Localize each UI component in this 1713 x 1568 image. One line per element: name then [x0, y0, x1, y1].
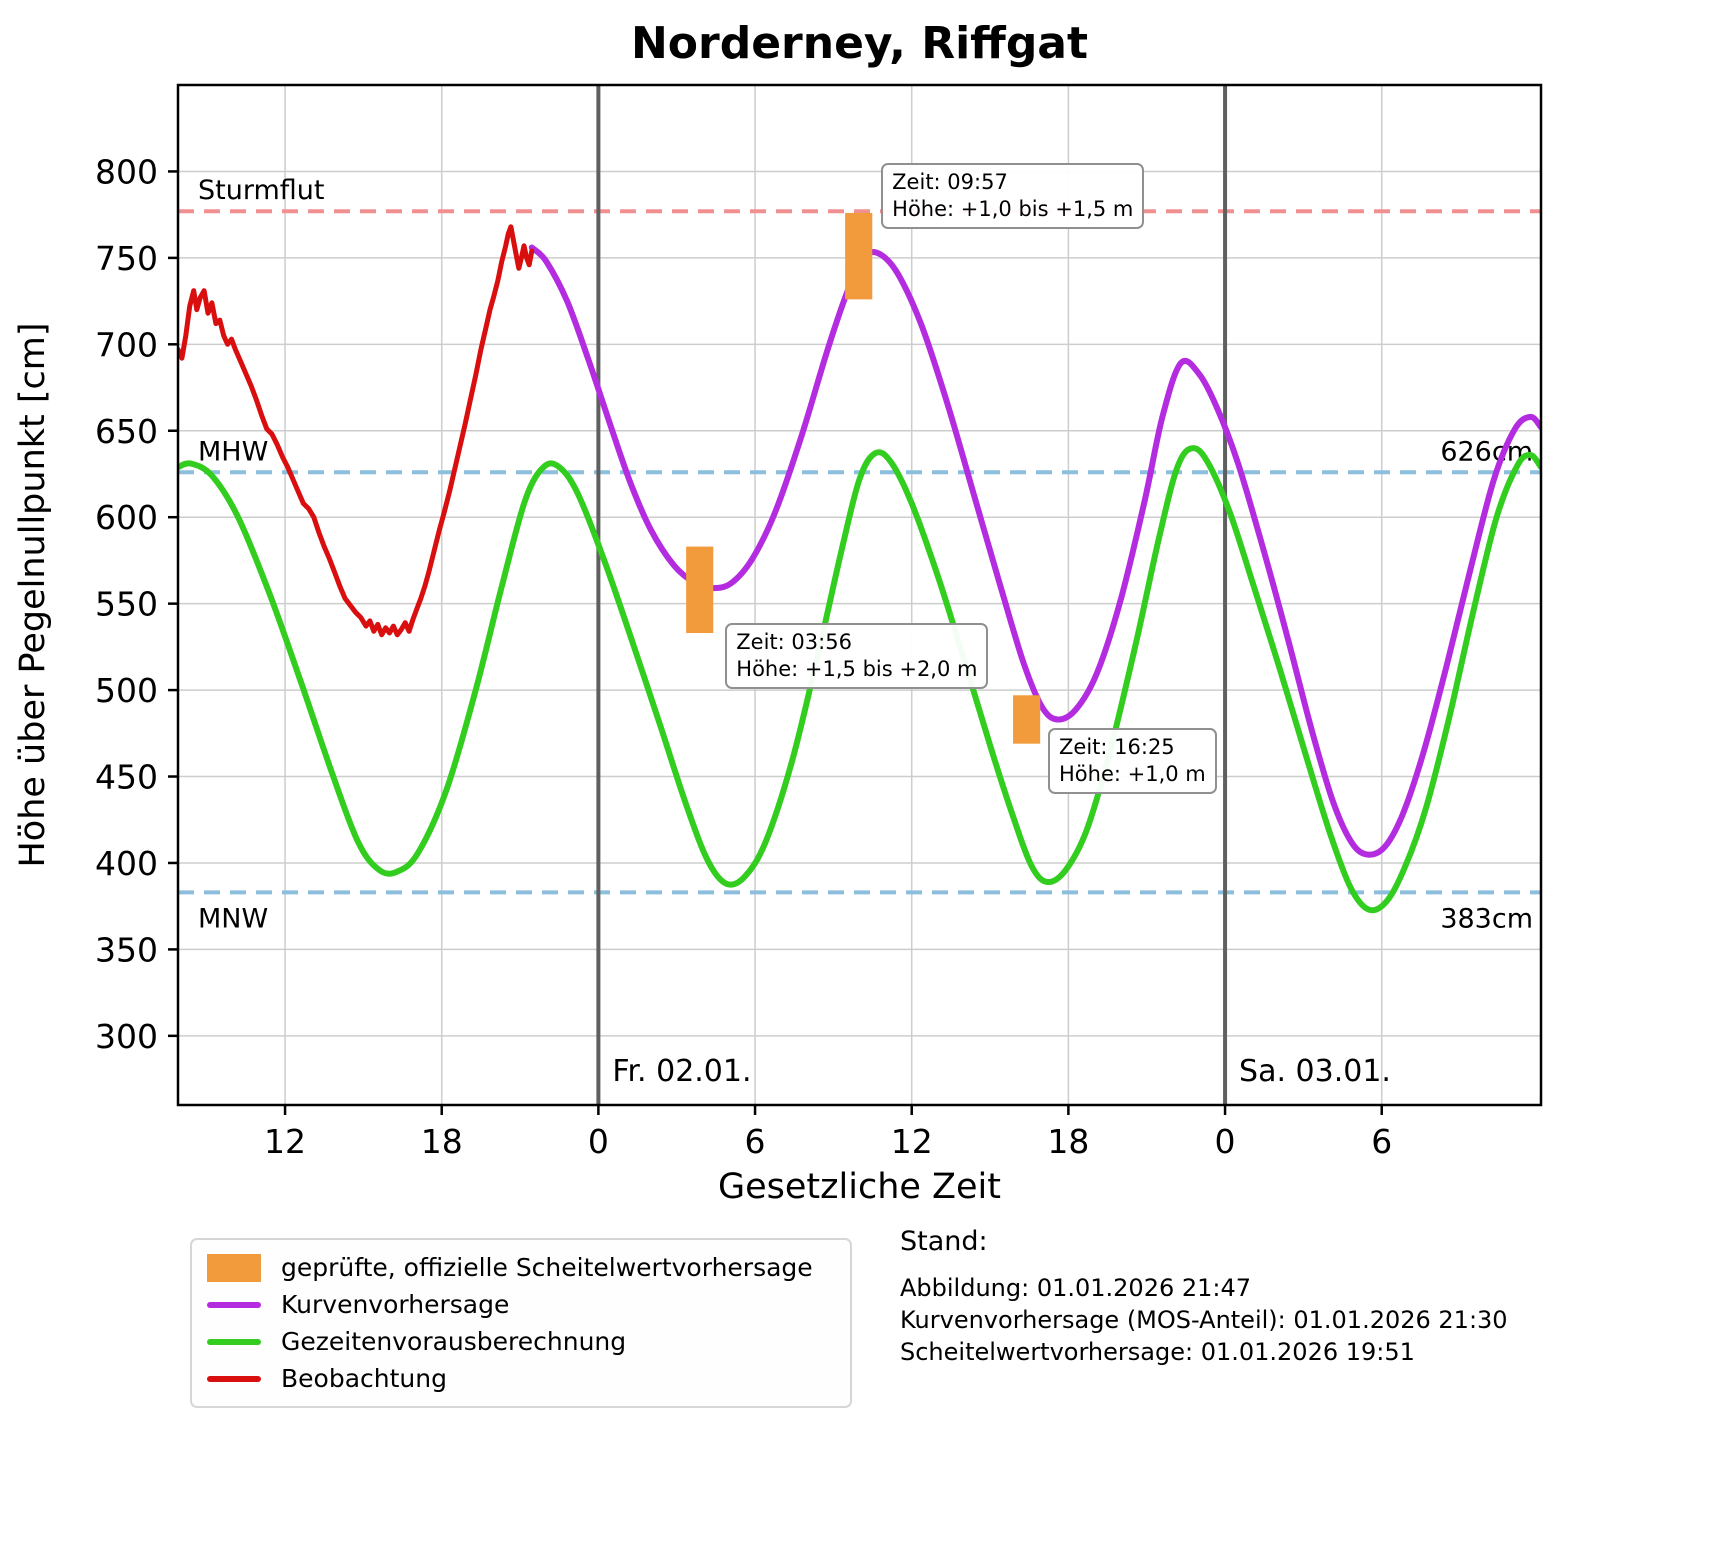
peak-annotation: Zeit: 16:25 Höhe: +1,0 m	[1048, 728, 1217, 795]
x-tick-label: 0	[1215, 1122, 1236, 1161]
stand-line-abbildung: Abbildung: 01.01.2026 21:47	[900, 1274, 1252, 1302]
refline-label-mhw: MHW	[198, 436, 268, 467]
series-forecast	[528, 244, 1541, 858]
stand-line-kurvenvorhersage: Kurvenvorhersage (MOS-Anteil): 01.01.202…	[900, 1306, 1508, 1334]
y-tick-label: 600	[95, 498, 158, 537]
peak-annotation: Zeit: 03:56 Höhe: +1,5 bis +2,0 m	[725, 622, 989, 689]
x-tick-label: 12	[891, 1122, 933, 1161]
y-tick-label: 350	[95, 930, 158, 969]
chart-title: Norderney, Riffgat	[631, 18, 1088, 69]
peak-annotation: Zeit: 09:57 Höhe: +1,0 bis +1,5 m	[881, 162, 1145, 229]
y-tick-label: 450	[95, 758, 158, 797]
y-tick-label: 500	[95, 671, 158, 710]
x-tick-label: 12	[264, 1122, 306, 1161]
peak-bar	[686, 546, 714, 634]
legend-label: Gezeitenvorausberechnung	[281, 1327, 627, 1356]
legend-label: Kurvenvorhersage	[281, 1290, 510, 1319]
y-tick-label: 650	[95, 412, 158, 451]
x-tick-label: 0	[588, 1122, 609, 1161]
day-label: Fr. 02.01.	[612, 1054, 751, 1089]
x-tick-label: 18	[421, 1122, 463, 1161]
legend-label: Beobachtung	[281, 1364, 447, 1393]
y-tick-label: 400	[95, 844, 158, 883]
stand-heading: Stand:	[900, 1226, 988, 1257]
plot-frame	[176, 83, 1543, 1107]
y-tick-label: 700	[95, 325, 158, 364]
series-tide	[178, 445, 1541, 914]
legend-item-tide-calculation: Gezeitenvorausberechnung	[207, 1327, 835, 1356]
legend-label: geprüfte, offizielle Scheitelwertvorhers…	[281, 1253, 813, 1282]
x-tick-label: 6	[1371, 1122, 1392, 1161]
y-axis-label: Höhe über Pegelnullpunkt [cm]	[13, 322, 53, 867]
chart-legend: geprüfte, offizielle Scheitelwertvorhers…	[190, 1238, 852, 1408]
tide-calculation-swatch-icon	[207, 1338, 261, 1345]
peak-bar	[845, 212, 873, 300]
legend-item-peak-forecast: geprüfte, offizielle Scheitelwertvorhers…	[207, 1253, 835, 1282]
peak-bar	[1013, 695, 1041, 744]
observation-swatch-icon	[207, 1375, 261, 1382]
x-tick-label: 18	[1047, 1122, 1089, 1161]
legend-item-observation: Beobachtung	[207, 1364, 835, 1393]
peak-forecast-swatch-icon	[207, 1253, 261, 1282]
curves-layer	[178, 224, 1541, 914]
legend-item-curve-forecast: Kurvenvorhersage	[207, 1290, 835, 1319]
refline-label-mnw: MNW	[198, 903, 268, 934]
series-observation	[178, 224, 535, 638]
y-tick-label: 800	[95, 152, 158, 191]
x-tick-label: 6	[745, 1122, 766, 1161]
x-axis-label: Gesetzliche Zeit	[718, 1167, 1001, 1207]
refline-value-mnw: 383cm	[1440, 903, 1533, 934]
stand-info: Stand: Abbildung: 01.01.2026 21:47 Kurve…	[900, 1226, 1508, 1368]
stand-line-scheitelwertvorhersage: Scheitelwertvorhersage: 01.01.2026 19:51	[900, 1338, 1415, 1366]
curve-forecast-swatch-icon	[207, 1301, 261, 1308]
y-tick-label: 750	[95, 239, 158, 278]
y-tick-label: 550	[95, 585, 158, 624]
y-tick-label: 300	[95, 1017, 158, 1056]
day-label: Sa. 03.01.	[1239, 1054, 1391, 1089]
refline-label-sturmflut: Sturmflut	[198, 175, 324, 206]
